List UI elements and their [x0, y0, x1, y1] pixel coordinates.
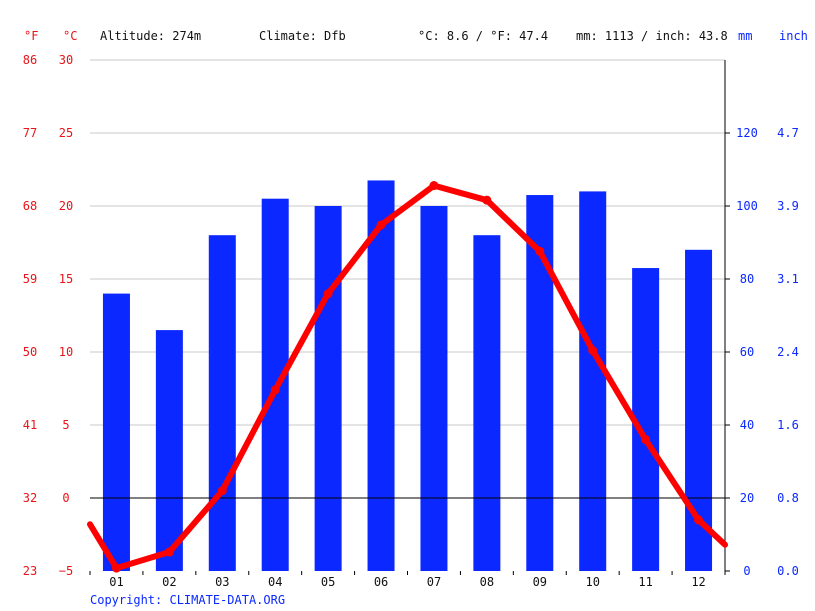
precipitation-bars [102, 180, 713, 572]
tick-label-mm: 0 [743, 564, 750, 578]
tick-label-celsius: 20 [59, 199, 73, 213]
temperature-point [535, 246, 545, 256]
copyright-label: Copyright: CLIMATE-DATA.ORG [90, 593, 285, 607]
precipitation-bar [473, 235, 501, 571]
tick-label-mm: 20 [740, 491, 754, 505]
temperature-point [323, 289, 333, 299]
unit-mm-label: mm [738, 29, 752, 43]
month-label: 10 [585, 575, 599, 589]
tick-label-mm: 80 [740, 272, 754, 286]
month-label: 11 [638, 575, 652, 589]
tick-label-fahrenheit: 23 [23, 564, 37, 578]
tick-label-inch: 3.9 [777, 199, 799, 213]
tick-label-inch: 3.1 [777, 272, 799, 286]
temperature-point [641, 435, 651, 445]
tick-label-celsius: 10 [59, 345, 73, 359]
climate-label: Climate: Dfb [259, 29, 346, 43]
tick-label-fahrenheit: 68 [23, 199, 37, 213]
tick-label-fahrenheit: 41 [23, 418, 37, 432]
precipitation-bar [420, 206, 448, 571]
month-label: 02 [162, 575, 176, 589]
tick-label-mm: 100 [736, 199, 758, 213]
temperature-point [111, 563, 121, 573]
month-label: 12 [691, 575, 705, 589]
tick-label-fahrenheit: 59 [23, 272, 37, 286]
precipitation-total-label: mm: 1113 / inch: 43.8 [576, 29, 728, 43]
tick-label-celsius: 15 [59, 272, 73, 286]
tick-label-mm: 120 [736, 126, 758, 140]
precipitation-bar [155, 330, 183, 571]
tick-label-mm: 60 [740, 345, 754, 359]
tick-label-inch: 2.4 [777, 345, 799, 359]
precipitation-bar [526, 195, 554, 572]
tick-label-mm: 40 [740, 418, 754, 432]
unit-celsius-label: °C [63, 29, 77, 43]
month-label: 05 [321, 575, 335, 589]
month-label: 03 [215, 575, 229, 589]
unit-fahrenheit-label: °F [24, 29, 38, 43]
precipitation-bar [102, 293, 130, 571]
tick-label-inch: 0.8 [777, 491, 799, 505]
tick-label-celsius: 5 [62, 418, 69, 432]
precipitation-bar [208, 235, 236, 571]
temperature-polyline [87, 182, 728, 572]
temperature-point [694, 515, 704, 525]
tick-label-celsius: 25 [59, 126, 73, 140]
tick-label-celsius: 30 [59, 53, 73, 67]
temperature-point [376, 220, 386, 230]
temperature-point [482, 195, 492, 205]
tick-label-fahrenheit: 86 [23, 53, 37, 67]
tick-label-inch: 0.0 [777, 564, 799, 578]
tick-label-celsius: 0 [62, 491, 69, 505]
month-label: 06 [374, 575, 388, 589]
altitude-label: Altitude: 274m [100, 29, 201, 43]
temperature-point [217, 486, 227, 496]
temperature-point [588, 346, 598, 356]
temperature-average-label: °C: 8.6 / °F: 47.4 [418, 29, 548, 43]
tick-label-fahrenheit: 77 [23, 126, 37, 140]
month-label: 01 [109, 575, 123, 589]
month-label: 09 [533, 575, 547, 589]
month-label: 04 [268, 575, 282, 589]
tick-label-inch: 4.7 [777, 126, 799, 140]
tick-label-inch: 1.6 [777, 418, 799, 432]
tick-label-fahrenheit: 50 [23, 345, 37, 359]
tick-label-fahrenheit: 32 [23, 491, 37, 505]
month-label: 08 [480, 575, 494, 589]
unit-inch-label: inch [779, 29, 808, 43]
temperature-point [270, 385, 280, 395]
precipitation-bar [314, 206, 342, 571]
precipitation-bar [367, 180, 395, 571]
grid-lines [90, 59, 725, 426]
tick-label-celsius: −5 [59, 564, 73, 578]
precipitation-bar [579, 191, 607, 571]
temperature-point [164, 547, 174, 557]
temperature-line [87, 181, 728, 573]
temperature-point [429, 181, 439, 191]
month-label: 07 [427, 575, 441, 589]
